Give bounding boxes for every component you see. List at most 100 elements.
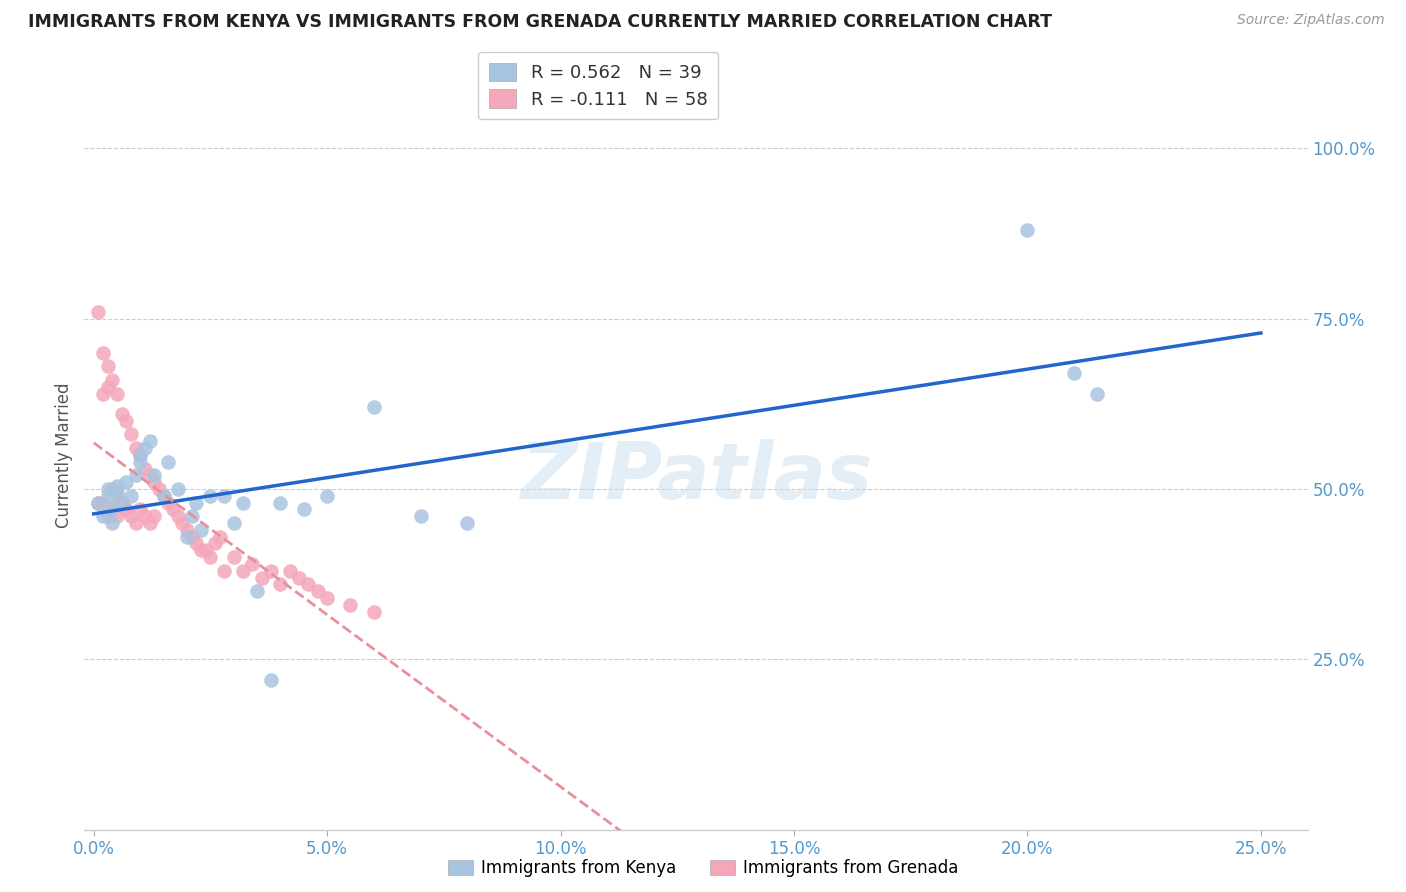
Point [246, 584, 269, 599]
Point [97, 489, 120, 503]
Point [222, 516, 245, 530]
Point [269, 577, 291, 591]
Point [180, 509, 202, 524]
Point [97, 359, 120, 374]
Point [242, 557, 264, 571]
Point [232, 495, 254, 509]
Point [101, 516, 124, 530]
Legend: Immigrants from Kenya, Immigrants from Grenada: Immigrants from Kenya, Immigrants from G… [441, 853, 965, 884]
Point [91, 386, 114, 401]
Point [97, 509, 120, 524]
Point [307, 584, 329, 599]
Point [111, 495, 134, 509]
Point [129, 502, 152, 516]
Point [97, 482, 120, 496]
Point [148, 482, 170, 496]
Point [278, 564, 301, 578]
Point [101, 502, 124, 516]
Point [152, 489, 174, 503]
Legend: R = 0.562   N = 39, R = -0.111   N = 58: R = 0.562 N = 39, R = -0.111 N = 58 [478, 52, 718, 120]
Point [138, 468, 160, 483]
Text: ZIPatlas: ZIPatlas [520, 440, 872, 516]
Point [186, 495, 208, 509]
Point [115, 475, 138, 490]
Point [101, 502, 124, 516]
Point [101, 482, 124, 496]
Point [105, 485, 128, 500]
Point [134, 461, 156, 475]
Point [297, 577, 319, 591]
Point [214, 564, 236, 578]
Point [129, 448, 152, 462]
Point [129, 448, 152, 462]
Point [91, 345, 114, 359]
Point [120, 489, 142, 503]
Point [190, 523, 212, 537]
Point [162, 502, 184, 516]
Point [204, 536, 226, 550]
Point [1063, 366, 1085, 380]
Point [125, 468, 148, 483]
Point [208, 530, 231, 544]
Point [186, 536, 208, 550]
Text: Source: ZipAtlas.com: Source: ZipAtlas.com [1237, 13, 1385, 28]
Point [91, 509, 114, 524]
Point [134, 441, 156, 455]
Point [97, 380, 120, 394]
Point [115, 414, 138, 428]
Point [120, 509, 142, 524]
Point [166, 509, 188, 524]
Point [200, 489, 222, 503]
Point [292, 502, 315, 516]
Point [143, 509, 166, 524]
Point [176, 523, 198, 537]
Point [138, 516, 160, 530]
Y-axis label: Currently Married: Currently Married [55, 382, 73, 528]
Point [87, 305, 110, 319]
Point [222, 550, 245, 565]
Point [214, 489, 236, 503]
Point [152, 489, 174, 503]
Point [200, 550, 222, 565]
Point [194, 543, 217, 558]
Point [143, 475, 166, 490]
Point [157, 455, 180, 469]
Point [143, 468, 166, 483]
Point [129, 455, 152, 469]
Point [260, 564, 283, 578]
Point [363, 401, 385, 415]
Point [316, 591, 339, 605]
Point [1087, 386, 1109, 401]
Point [120, 427, 142, 442]
Point [232, 564, 254, 578]
Point [250, 570, 273, 584]
Point [157, 495, 180, 509]
Point [172, 516, 194, 530]
Point [91, 495, 114, 509]
Point [166, 482, 188, 496]
Point [138, 434, 160, 449]
Point [363, 605, 385, 619]
Point [456, 516, 478, 530]
Point [316, 489, 339, 503]
Point [339, 598, 361, 612]
Point [111, 407, 134, 421]
Point [115, 502, 138, 516]
Point [1017, 223, 1039, 237]
Point [180, 530, 202, 544]
Point [111, 495, 134, 509]
Point [105, 509, 128, 524]
Point [288, 570, 311, 584]
Point [190, 543, 212, 558]
Point [87, 495, 110, 509]
Point [101, 373, 124, 387]
Point [105, 386, 128, 401]
Point [125, 441, 148, 455]
Point [176, 530, 198, 544]
Text: IMMIGRANTS FROM KENYA VS IMMIGRANTS FROM GRENADA CURRENTLY MARRIED CORRELATION C: IMMIGRANTS FROM KENYA VS IMMIGRANTS FROM… [28, 13, 1052, 31]
Point [269, 495, 291, 509]
Point [125, 516, 148, 530]
Point [409, 509, 432, 524]
Point [260, 673, 283, 687]
Point [105, 489, 128, 503]
